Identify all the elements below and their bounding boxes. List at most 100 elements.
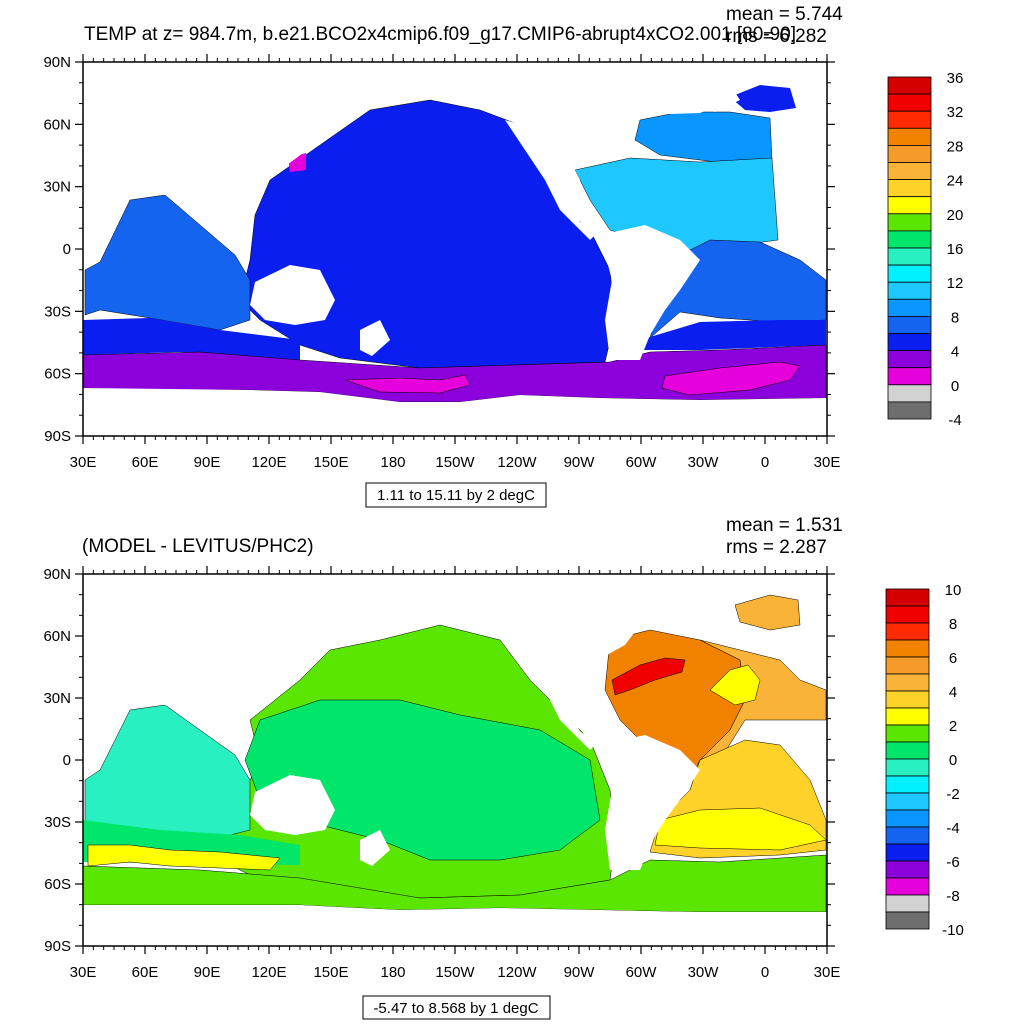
top-lon-label: 30E	[814, 454, 841, 471]
bottom-colorbar-swatch	[885, 588, 930, 607]
bottom-info-box	[362, 995, 551, 1020]
bottom-lon-label: 30E	[814, 964, 841, 981]
bottom-info-label: -5.47 to 8.568 by 1 degC	[373, 1000, 538, 1017]
bottom-south-atlantic-yellow	[654, 807, 827, 851]
top-colorbar-label: 28	[947, 138, 964, 155]
bottom-lon-label: 150E	[313, 964, 348, 981]
top-colorbar-label: 16	[947, 241, 964, 258]
bottom-lat-label: 30N	[43, 690, 71, 707]
top-colorbar-label: 12	[947, 275, 964, 292]
bottom-land-africa	[600, 735, 700, 870]
bottom-lon-label: 0	[761, 964, 769, 981]
bottom-lon-label: 120E	[251, 964, 286, 981]
bottom-south-yellow-band	[87, 844, 281, 871]
bottom-panel: (MODEL - LEVITUS/PHC2) mean = 1.531 rms …	[43, 515, 964, 1020]
bottom-lon-label: 60W	[626, 964, 658, 981]
bottom-lon-label: 60E	[132, 964, 159, 981]
bottom-colorbar-swatch	[885, 894, 930, 913]
bottom-colorbar-swatch	[885, 656, 930, 675]
top-lon-label: 30W	[688, 454, 720, 471]
bottom-colorbar-swatch	[885, 724, 930, 743]
bottom-lat-axis: 90N 60N 30N 0 30S 60S 90S	[43, 566, 835, 955]
top-colorbar-swatch	[887, 367, 932, 386]
top-colorbar-swatch	[887, 127, 932, 146]
top-panel: TEMP at z= 984.7m, b.e21.BCO2x4cmip6.f09…	[43, 4, 964, 508]
top-antarctic-magenta-1	[344, 374, 471, 394]
bottom-colorbar-swatch	[885, 741, 930, 760]
top-colorbar-swatch	[887, 93, 932, 112]
top-colorbar-label: 24	[947, 173, 964, 190]
top-colorbar-swatch	[887, 213, 932, 232]
top-colorbar-label: 36	[947, 70, 964, 87]
top-info-box	[365, 482, 547, 508]
top-colorbar-swatch	[887, 264, 932, 283]
bottom-north-atlantic-red	[611, 657, 686, 696]
bottom-greenland-sea	[734, 594, 801, 631]
bottom-colorbar-swatch	[885, 826, 930, 845]
bottom-lon-label: 30E	[70, 964, 97, 981]
top-colorbar-swatch	[887, 247, 932, 266]
top-colorbar: 36 32 28 24 20 16 12 8 4 0 -4	[887, 70, 964, 429]
bottom-colorbar: 10 8 6 4 2 0 -2 -4 -6 -8 -10	[885, 582, 964, 939]
top-rms: rms = 6.282	[726, 26, 827, 47]
top-lon-label: 60W	[626, 454, 658, 471]
top-lat-label: 60S	[44, 366, 71, 383]
bottom-colorbar-swatch	[885, 707, 930, 726]
top-mean: mean = 5.744	[726, 4, 843, 25]
top-arctic-blue	[730, 85, 796, 112]
bottom-map	[83, 574, 827, 946]
top-lat-label: 30N	[43, 179, 71, 196]
top-south-atlantic-deep	[640, 320, 826, 350]
bottom-colorbar-swatch	[885, 877, 930, 896]
bottom-colorbar-swatch	[885, 639, 930, 658]
bottom-mean: mean = 1.531	[726, 515, 843, 536]
bottom-lat-label: 60N	[43, 628, 71, 645]
top-colorbar-label: 20	[947, 207, 964, 224]
bottom-colorbar-swatch	[885, 809, 930, 828]
top-land-antarctica	[83, 388, 827, 436]
bottom-colorbar-label: 10	[945, 582, 962, 599]
top-colorbar-swatch	[887, 333, 932, 352]
bottom-colorbar-label: 8	[949, 616, 957, 633]
bottom-lat-label: 90S	[44, 938, 71, 955]
top-colorbar-label: -4	[948, 412, 961, 429]
top-colorbar-swatch	[887, 401, 932, 420]
bottom-colorbar-swatch	[885, 622, 930, 641]
bottom-lon-label: 30W	[688, 964, 720, 981]
top-lat-label: 60N	[43, 116, 71, 133]
top-colorbar-swatch	[887, 144, 932, 163]
bottom-colorbar-label: -4	[946, 820, 959, 837]
bottom-colorbar-swatch	[885, 690, 930, 709]
top-colorbar-swatch	[887, 76, 932, 95]
bottom-lon-label: 120W	[497, 964, 537, 981]
top-colorbar-swatch	[887, 162, 932, 181]
top-colorbar-label: 4	[951, 344, 959, 361]
top-lat-label: 90S	[44, 428, 71, 445]
bottom-colorbar-swatch	[885, 843, 930, 862]
top-indian-south	[83, 318, 300, 360]
top-colorbar-label: 8	[951, 309, 959, 326]
top-colorbar-swatch	[887, 315, 932, 334]
top-antarctic-magenta-2	[661, 361, 801, 396]
top-land-greenland	[690, 80, 740, 112]
bottom-lat-label: 30S	[44, 814, 71, 831]
bottom-colorbar-label: 0	[949, 752, 957, 769]
top-title: TEMP at z= 984.7m, b.e21.BCO2x4cmip6.f09…	[84, 24, 796, 45]
bottom-colorbar-label: 4	[949, 684, 957, 701]
bottom-lat-label: 0	[63, 752, 71, 769]
bottom-colorbar-swatch	[885, 605, 930, 624]
bottom-colorbar-label: -2	[946, 786, 959, 803]
bottom-land-antarctica	[83, 905, 827, 946]
top-colorbar-swatch	[887, 384, 932, 403]
bottom-lon-label: 150W	[435, 964, 475, 981]
bottom-lat-label: 90N	[43, 566, 71, 583]
top-land-asia	[83, 62, 827, 220]
bottom-land-namerica	[505, 630, 600, 750]
bottom-land-asia	[83, 574, 827, 730]
bottom-colorbar-swatch	[885, 911, 930, 930]
top-lat-label: 0	[63, 241, 71, 258]
top-colorbar-swatch	[887, 179, 932, 198]
top-lon-label: 90W	[564, 454, 596, 471]
top-lon-label: 30E	[70, 454, 97, 471]
